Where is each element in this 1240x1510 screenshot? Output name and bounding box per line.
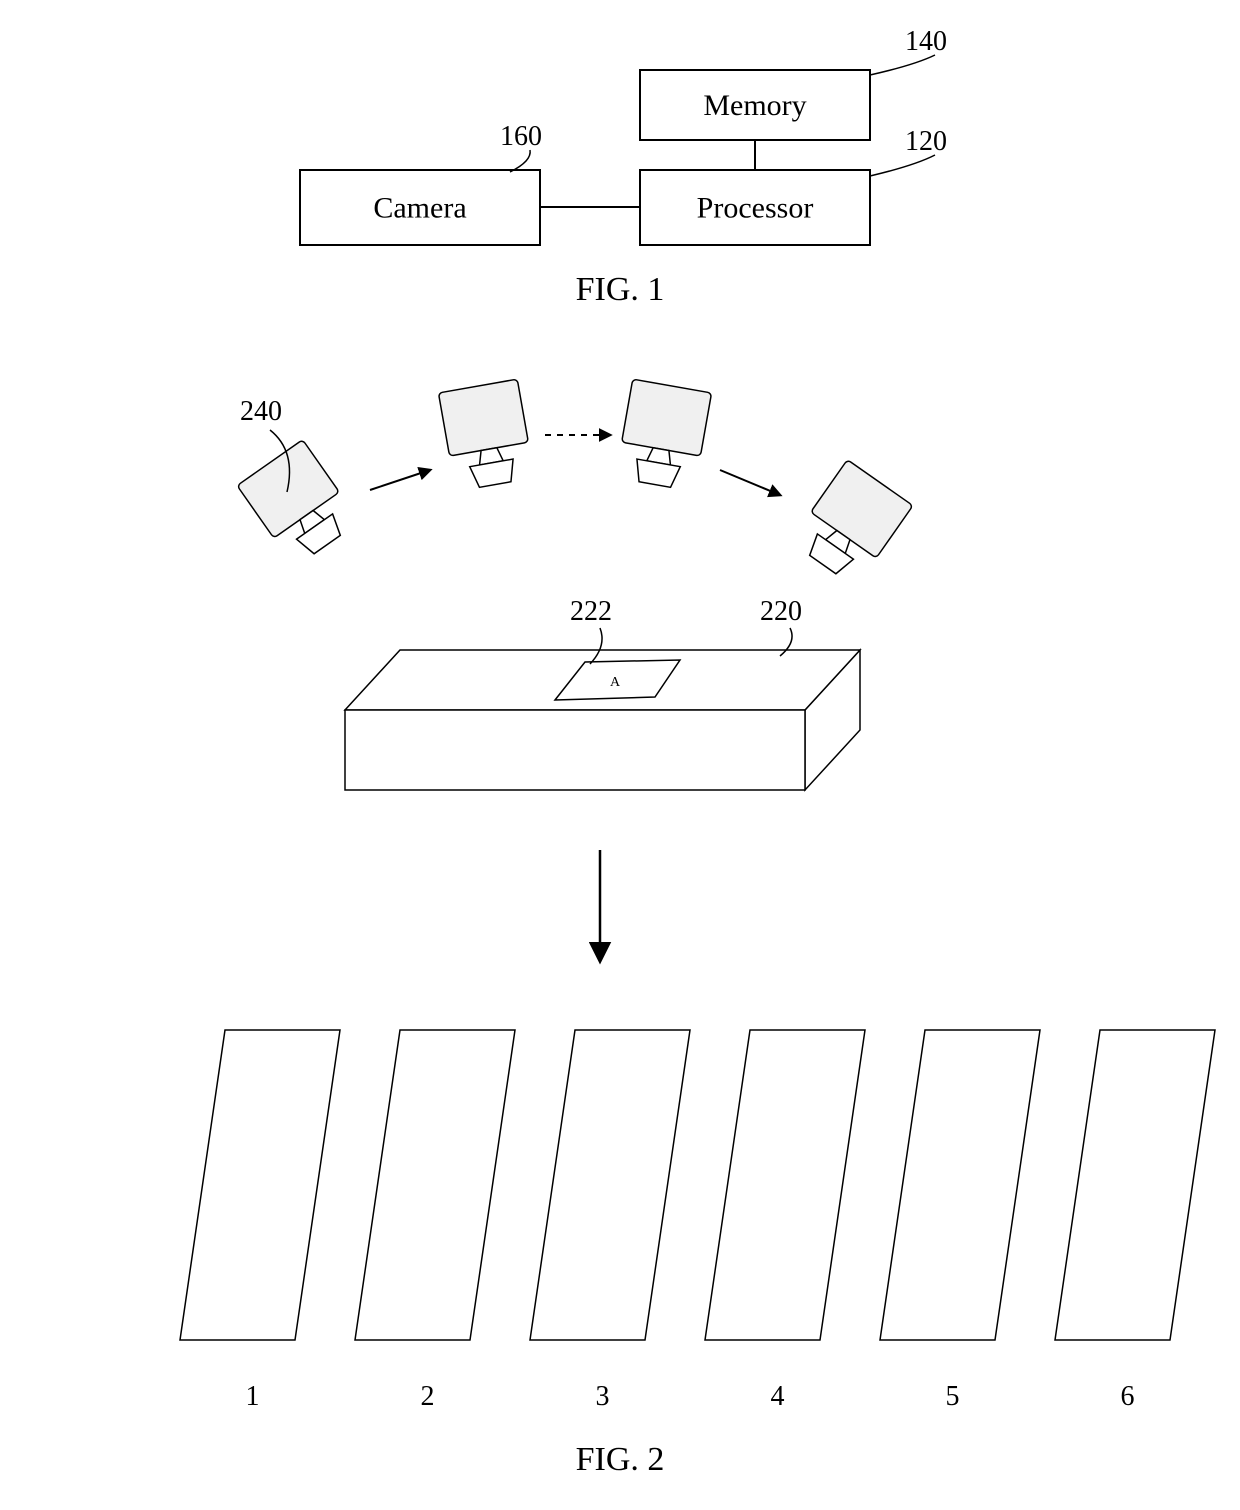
- processor-ref: 120: [905, 126, 947, 157]
- frame-label-3: 3: [596, 1381, 610, 1412]
- camera-ref: 160: [500, 121, 542, 152]
- camera-label: Camera: [373, 192, 466, 225]
- frame-label-2: 2: [421, 1381, 435, 1412]
- frame-panel-1: [180, 1030, 340, 1340]
- memory-ref: 140: [905, 26, 947, 57]
- camera-icon-3: [790, 460, 913, 588]
- frame-panel-2: [355, 1030, 515, 1340]
- frame-panel-3: [530, 1030, 690, 1340]
- object-label-letter: A: [610, 675, 621, 690]
- camera-path-arrow-2: [720, 470, 780, 495]
- camera-path-arrow-0: [370, 470, 430, 490]
- camera-ref-hook: [510, 150, 530, 172]
- object-front-face: [345, 710, 805, 790]
- processor-label: Processor: [697, 192, 814, 225]
- camera-icon-0: [237, 440, 360, 568]
- frame-label-5: 5: [946, 1381, 960, 1412]
- camera-screen: [438, 379, 528, 456]
- diagram-canvas: Camera 160 Memory 140 Processor 120 FIG. 1 240 A…: [0, 0, 1240, 1510]
- frame-label-6: 6: [1121, 1381, 1135, 1412]
- figure-2: [180, 379, 1215, 1340]
- processor-ref-hook: [870, 155, 935, 176]
- object-ref-220: 220: [760, 596, 802, 627]
- frame-label-1: 1: [246, 1381, 260, 1412]
- frame-panel-4: [705, 1030, 865, 1340]
- camera-base: [633, 459, 680, 488]
- memory-label: Memory: [703, 89, 806, 122]
- camera-icon-2: [615, 379, 711, 491]
- object-ref-222: 222: [570, 596, 612, 627]
- camera-icon-1: [438, 379, 534, 491]
- fig2-caption: FIG. 2: [576, 1441, 665, 1478]
- frame-label-4: 4: [771, 1381, 785, 1412]
- frame-panel-6: [1055, 1030, 1215, 1340]
- frame-panel-5: [880, 1030, 1040, 1340]
- fig1-caption: FIG. 1: [576, 271, 665, 308]
- camera-screen: [622, 379, 712, 456]
- camera-ref-240: 240: [240, 396, 282, 427]
- memory-ref-hook: [870, 55, 935, 75]
- camera-base: [470, 459, 517, 488]
